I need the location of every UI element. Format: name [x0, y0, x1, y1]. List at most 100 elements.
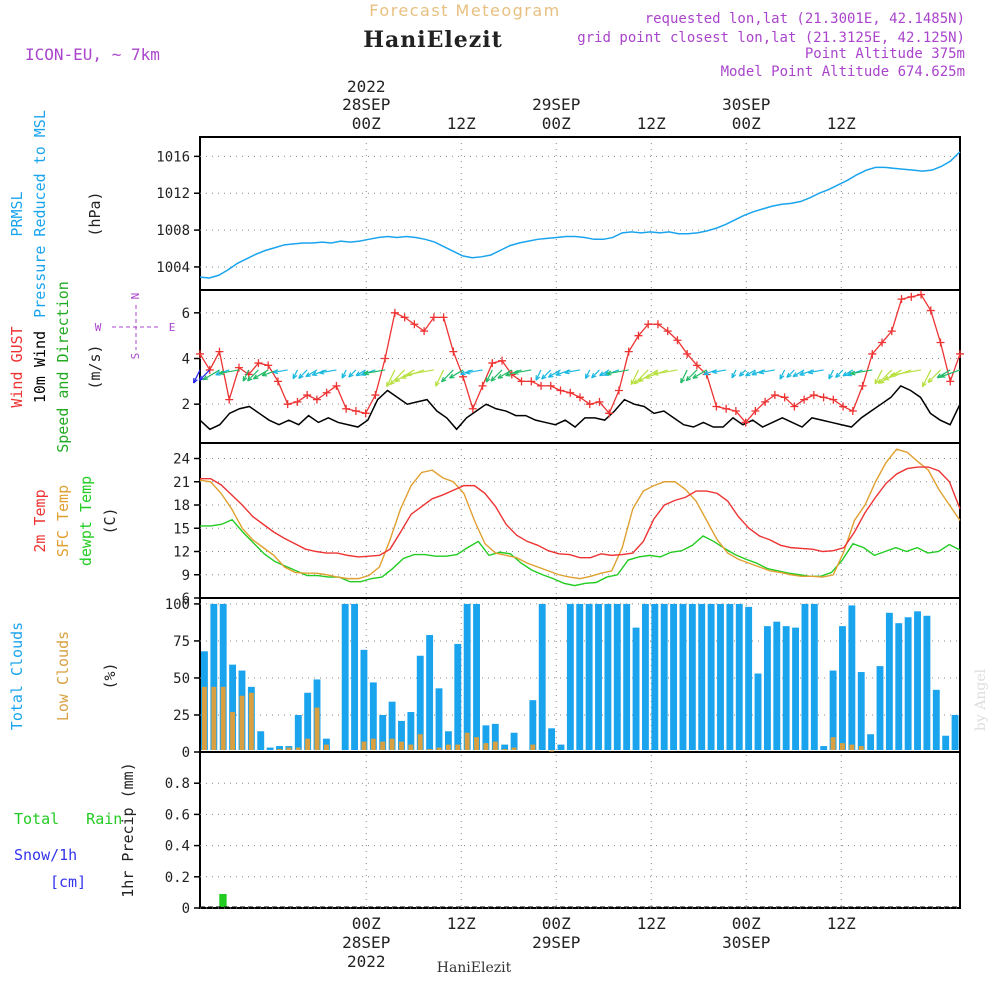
low-cloud-bar — [295, 747, 301, 750]
gust-marker — [196, 349, 204, 358]
pressure-ytick-label: 1016 — [156, 149, 190, 165]
wind-arrow-head — [890, 372, 896, 378]
gust-marker — [673, 336, 682, 345]
total-cloud-bar — [398, 720, 405, 750]
low-cloud-bar — [277, 749, 282, 751]
wind-arrow-head — [879, 378, 885, 384]
wind-arrow — [712, 369, 727, 373]
location-title: HaniElezit — [363, 27, 503, 53]
wind-arrow-head — [394, 377, 401, 383]
wind-arrow-head — [799, 371, 805, 376]
total-cloud-bar — [210, 603, 218, 750]
low-cloud-bar — [530, 744, 536, 750]
total-cloud-bar — [792, 627, 799, 750]
total-cloud-bar — [801, 603, 809, 750]
gust-marker — [576, 393, 584, 402]
gust-marker — [468, 404, 477, 413]
wind-arrow-head — [441, 376, 447, 383]
total-cloud-bar — [679, 603, 687, 750]
total-cloud-bar — [660, 603, 668, 750]
wind-arrow-head — [348, 372, 354, 378]
gust-marker — [819, 393, 828, 402]
wind-arrow-head — [363, 370, 370, 376]
wind-arrow — [435, 369, 445, 387]
wind-arrow-head — [712, 369, 718, 375]
temperature-ytick-label: 6 — [182, 591, 190, 607]
gust-marker — [527, 377, 536, 386]
gust-marker — [449, 347, 458, 356]
wind-arrow-head — [703, 370, 709, 376]
bottom-time-label: 00Z — [542, 914, 571, 933]
total-cloud-bar — [426, 635, 434, 750]
wind-line — [199, 384, 961, 431]
wind-arrow-head — [497, 373, 504, 379]
compass-north: N — [129, 293, 142, 300]
wind-arrow-head — [435, 381, 440, 387]
wind-arrow-head — [311, 371, 318, 376]
compass-west: W — [95, 321, 102, 334]
total-cloud-bar — [595, 603, 602, 750]
wind-arrow — [247, 369, 259, 382]
clouds-ytick-label: 50 — [173, 671, 190, 687]
gust-marker — [595, 397, 604, 406]
pressure-ylabel-2: Pressure Reduced to MSL — [31, 110, 49, 318]
low-cloud-bar — [455, 744, 461, 750]
wind-arrow — [219, 369, 240, 374]
gust-marker — [293, 397, 302, 406]
wind-arrow — [835, 369, 844, 378]
dewpt-line — [200, 518, 961, 587]
wind-arrow-head — [202, 375, 209, 381]
gust-ylabel: Wind GUST — [8, 326, 26, 407]
total-cloud-bar — [444, 731, 452, 750]
gust-marker — [858, 381, 867, 390]
gust-marker — [566, 388, 575, 397]
wind-arrow — [599, 369, 610, 377]
bottom-time-label: 00Z — [352, 914, 381, 933]
total-cloud-bar — [341, 603, 349, 750]
total-cloud-bar — [735, 603, 743, 750]
sfc-temp-line — [199, 448, 961, 580]
precip-ytick-label: 0.4 — [165, 839, 190, 855]
total-cloud-bar — [745, 606, 753, 750]
gust-marker — [225, 395, 234, 404]
gust-marker — [644, 320, 653, 329]
low-cloud-bar — [399, 741, 404, 750]
gust-marker — [351, 407, 360, 416]
wind-arrow-head — [215, 370, 221, 376]
total-cloud-bar — [717, 603, 724, 750]
total-cloud-bar — [473, 603, 480, 750]
total-cloud-bar — [848, 605, 856, 750]
wind-arrow-head — [272, 369, 279, 375]
gust-marker — [381, 354, 390, 363]
gust-marker — [761, 397, 770, 406]
temperature-ytick-label: 21 — [173, 475, 190, 491]
wind-arrow-head — [630, 379, 636, 386]
wind-arrow-head — [786, 372, 792, 379]
precip-ytick-label: 0.6 — [165, 807, 190, 823]
wind-arrow — [879, 369, 902, 384]
wind-arrow-head — [606, 370, 612, 376]
total-cloud-bar — [566, 603, 574, 750]
top-time-label: 00Z — [352, 114, 381, 133]
wind-arrow-head — [292, 373, 298, 380]
gust-marker — [946, 377, 955, 386]
wind-arrow-head — [465, 369, 471, 375]
gust-marker — [585, 400, 594, 409]
wind-arrow-head — [779, 374, 785, 380]
pressure-line — [199, 151, 961, 279]
wind-arrow-head — [653, 370, 659, 376]
wind-arrow — [193, 369, 201, 384]
total-cloud-bar — [641, 603, 649, 750]
wind-arrow-head — [591, 372, 597, 379]
wind-arrow — [298, 369, 308, 379]
gust-marker — [907, 292, 916, 301]
total-cloud-bar — [585, 603, 593, 750]
total-cloud-bar — [604, 603, 612, 750]
gust-marker — [537, 381, 546, 390]
gust-marker — [624, 347, 633, 356]
wind-arrow-head — [692, 373, 698, 379]
rain-bar — [219, 893, 227, 907]
compass-east: E — [169, 321, 176, 334]
low-cloud-bar — [314, 707, 320, 750]
total-cloud-bar — [369, 682, 377, 750]
